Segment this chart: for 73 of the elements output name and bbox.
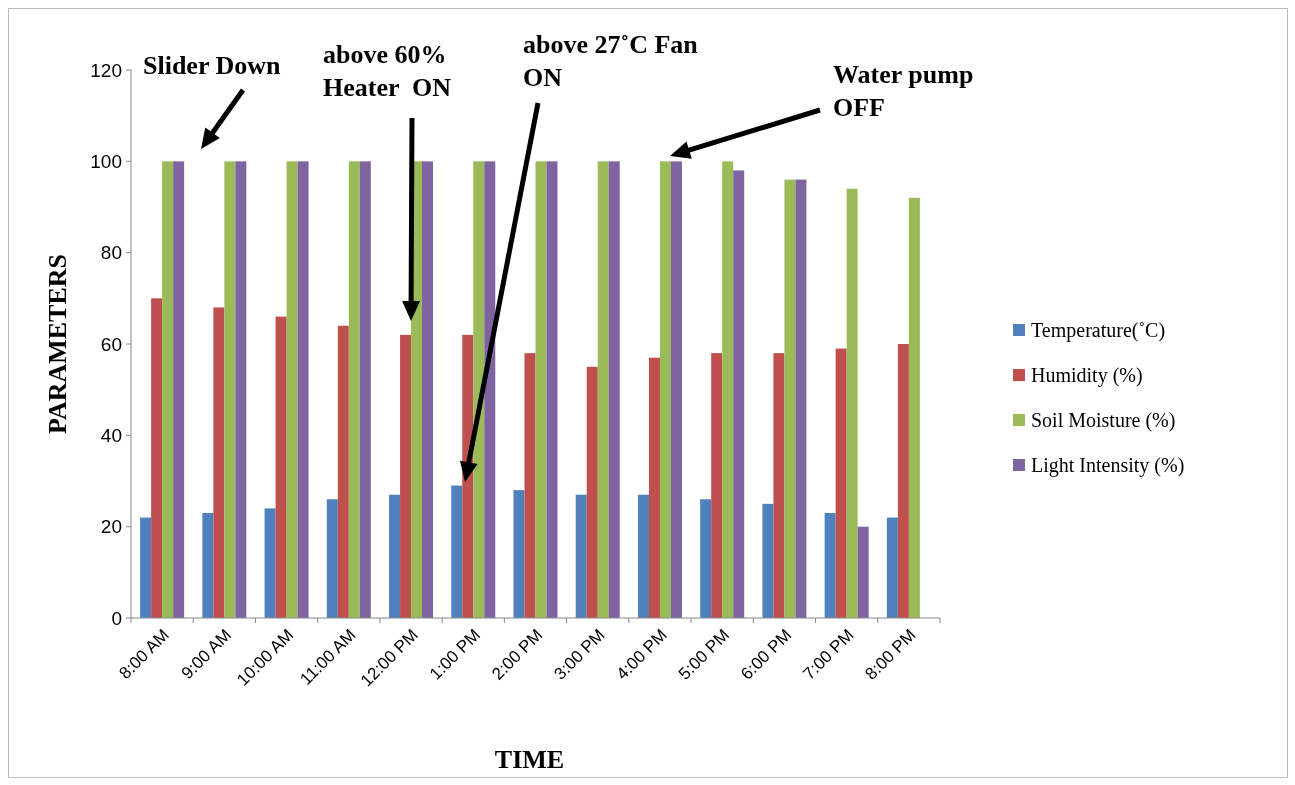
bar (264, 508, 276, 618)
bar (400, 334, 412, 618)
bar (546, 161, 558, 618)
bar (908, 197, 920, 618)
bar (795, 179, 807, 618)
legend-label: Light Intensity (%) (1031, 454, 1185, 477)
x-tick-label: 8:00 PM (861, 625, 920, 684)
bar (359, 161, 371, 618)
bar (824, 512, 836, 618)
bar (773, 353, 785, 618)
y-tick-label: 0 (111, 607, 122, 629)
bar (886, 517, 898, 618)
bar (575, 494, 587, 618)
y-tick-label: 80 (100, 242, 122, 264)
bar (286, 161, 298, 618)
bar (451, 485, 463, 618)
bar (897, 344, 909, 618)
bar (670, 161, 682, 618)
bar (700, 499, 712, 618)
bar (722, 161, 734, 618)
bar (337, 325, 349, 618)
annotation: above 60% Heater ON (323, 40, 452, 102)
y-tick-label: 20 (100, 516, 122, 538)
x-tick-label: 4:00 PM (612, 625, 671, 684)
bar (275, 316, 287, 618)
y-tick-label: 60 (100, 333, 122, 355)
x-tick-label: 7:00 PM (799, 625, 858, 684)
bar (213, 307, 225, 618)
x-tick-label: 5:00 PM (674, 625, 734, 684)
bar (473, 161, 485, 618)
bar (484, 161, 496, 618)
bar (608, 161, 620, 618)
legend-label: Temperature(˚C) (1031, 319, 1166, 342)
y-tick-label: 120 (90, 59, 122, 81)
bar (835, 348, 847, 618)
bar (733, 170, 745, 618)
annotation: Slider Down (143, 51, 282, 80)
bar (422, 161, 434, 618)
bar (762, 503, 774, 618)
bar (224, 161, 236, 618)
bar (162, 161, 174, 618)
bar (389, 494, 401, 618)
annotation: Water pump OFF (833, 60, 974, 122)
annotation: above 27˚C Fan ON (523, 30, 699, 92)
y-tick-label: 100 (90, 150, 122, 172)
bar (513, 490, 525, 618)
bar (846, 188, 858, 618)
y-tick-label: 40 (100, 424, 122, 446)
bar (173, 161, 185, 618)
y-axis-title: PARAMETERS (43, 253, 72, 435)
bar (235, 161, 247, 618)
bar (586, 366, 598, 618)
bar (524, 353, 536, 618)
x-tick-label: 3:00 PM (550, 625, 609, 684)
bar (597, 161, 609, 618)
legend-label: Soil Moisture (%) (1031, 409, 1176, 432)
bar (151, 298, 163, 618)
bar (711, 353, 723, 618)
bar (535, 161, 547, 618)
bar (297, 161, 309, 618)
legend-label: Humidity (%) (1031, 364, 1143, 387)
bar (648, 357, 660, 618)
x-axis-title: TIME (494, 745, 565, 774)
bar (659, 161, 671, 618)
bar (348, 161, 360, 618)
bar (462, 334, 474, 618)
bar (637, 494, 649, 618)
bar (140, 517, 152, 618)
x-tick-label: 6:00 PM (737, 625, 796, 684)
bar (857, 526, 869, 618)
bar (202, 512, 214, 618)
bar (326, 499, 338, 618)
bar (784, 179, 796, 618)
